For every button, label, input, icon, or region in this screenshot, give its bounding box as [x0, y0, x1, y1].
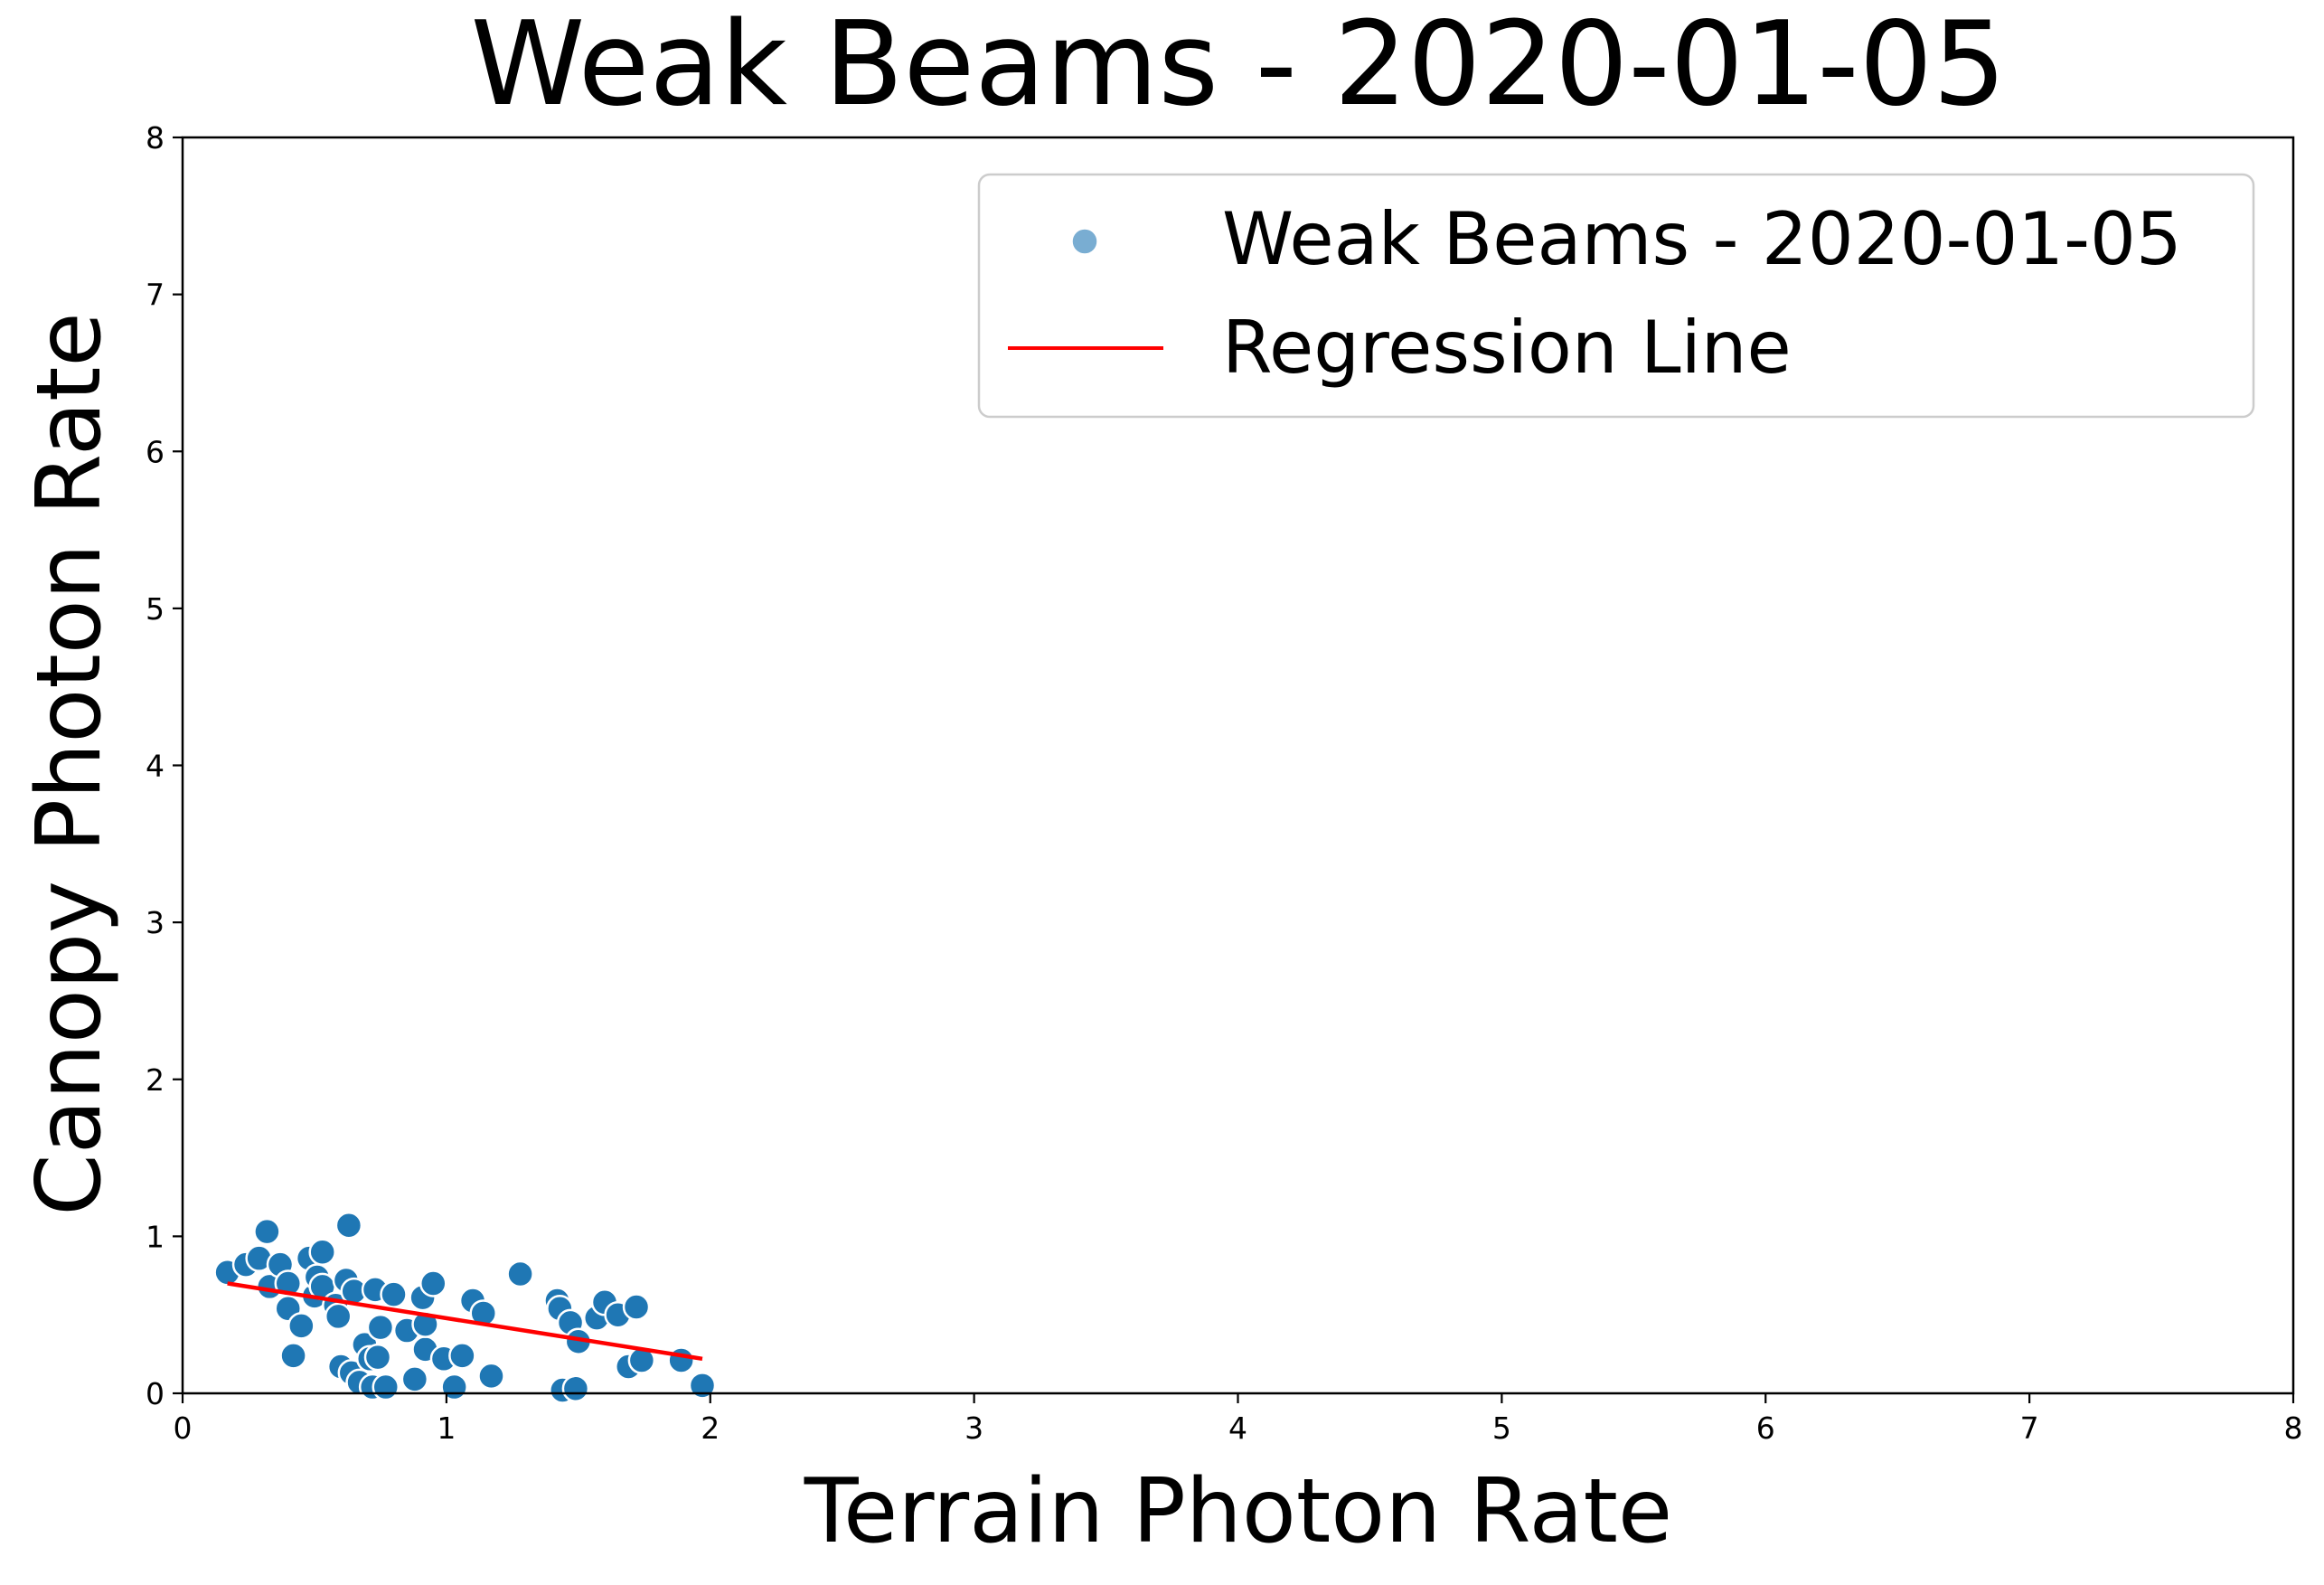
scatter-point [688, 1372, 717, 1400]
scatter-point [334, 1211, 363, 1240]
y-tick-label: 1 [146, 1219, 165, 1254]
y-tick-label: 6 [146, 434, 165, 469]
scatter-point [411, 1310, 439, 1338]
scatter-points [213, 1211, 717, 1404]
scatter-point [400, 1365, 429, 1393]
scatter-point [506, 1260, 534, 1288]
x-tick-label: 8 [2284, 1410, 2303, 1446]
scatter-point [448, 1342, 476, 1370]
chart-title: Weak Beams - 2020-01-05 [471, 0, 2007, 132]
legend: Weak Beams - 2020-01-05 Regression Line [977, 173, 2255, 419]
x-tick-label: 3 [964, 1410, 983, 1446]
scatter-point [279, 1342, 307, 1370]
scatter-point [366, 1313, 395, 1342]
x-tick-label: 5 [1492, 1410, 1511, 1446]
legend-label-regression: Regression Line [1222, 306, 1792, 390]
legend-marker-points [1071, 228, 1098, 255]
scatter-point [419, 1269, 447, 1297]
y-tick-label: 0 [146, 1376, 165, 1411]
y-axis-label: Canopy Photon Rate [18, 312, 121, 1215]
plot-area [181, 136, 2295, 1404]
x-tick-label: 7 [2020, 1410, 2039, 1446]
x-tick-label: 4 [1228, 1410, 1247, 1446]
regression-line [227, 1281, 703, 1362]
legend-label-points: Weak Beams - 2020-01-05 [1222, 197, 2182, 281]
scatter-point [287, 1312, 315, 1340]
x-tick-label: 2 [701, 1410, 720, 1446]
scatter-point [477, 1362, 505, 1391]
scatter-point [308, 1238, 336, 1266]
x-axis-ticks: 0 1 2 3 4 5 6 7 8 [174, 1393, 2303, 1446]
regression-line-layer [227, 1281, 703, 1362]
y-tick-label: 8 [146, 120, 165, 156]
y-axis-ticks: 0 1 2 3 4 5 6 7 8 [146, 120, 183, 1411]
x-axis-label: Terrain Photon Rate [804, 1460, 1672, 1563]
scatter-point [667, 1346, 695, 1374]
scatter-point [324, 1302, 353, 1331]
scatter-point [372, 1373, 400, 1401]
y-tick-label: 7 [146, 278, 165, 313]
scatter-point [561, 1374, 590, 1403]
y-tick-label: 4 [146, 749, 165, 784]
x-tick-label: 6 [1756, 1410, 1775, 1446]
scatter-point [622, 1293, 651, 1321]
y-tick-label: 2 [146, 1062, 165, 1098]
x-tick-label: 0 [174, 1410, 193, 1446]
scatter-point [253, 1217, 281, 1246]
x-tick-label: 1 [437, 1410, 456, 1446]
y-tick-label: 3 [146, 905, 165, 940]
scatter-point [380, 1280, 408, 1308]
y-tick-label: 5 [146, 591, 165, 627]
legend-box [977, 173, 2255, 419]
scatter-point [363, 1343, 392, 1372]
